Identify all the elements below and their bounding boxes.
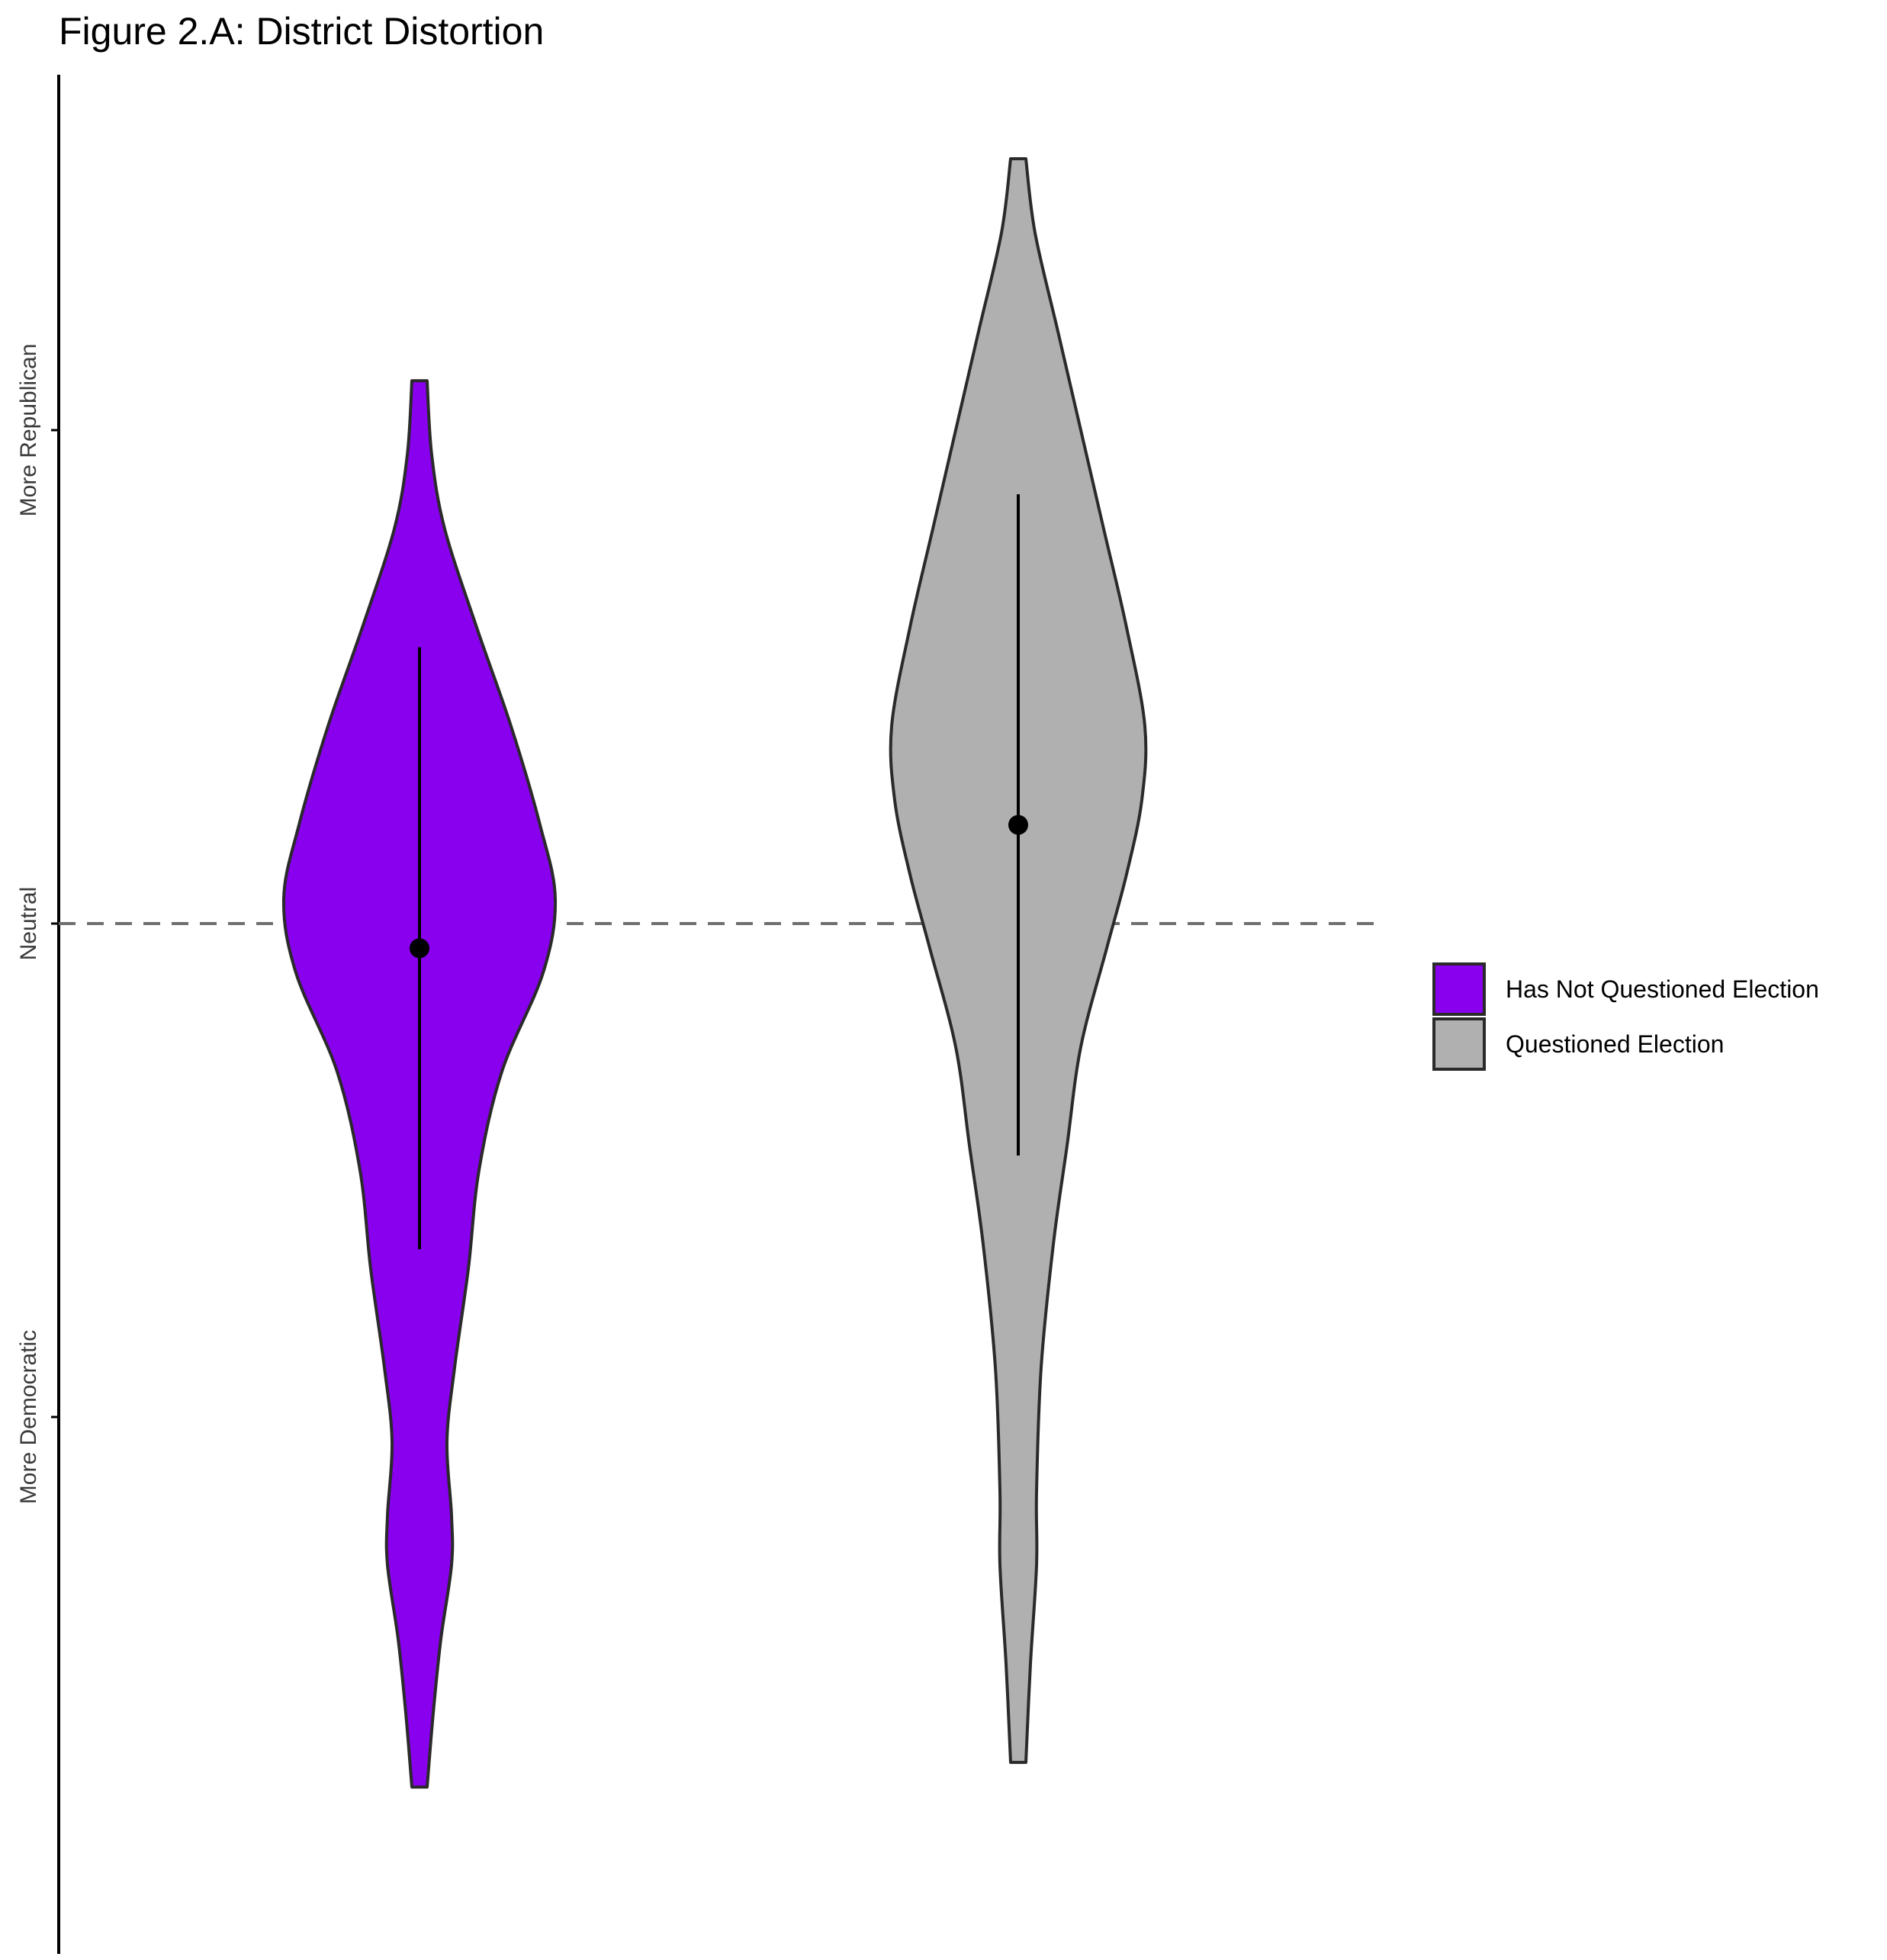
y-ticks: More Republican Neutral More Democratic xyxy=(16,344,59,1504)
y-tick-label: Neutral xyxy=(16,887,41,961)
violin-group xyxy=(281,379,558,1789)
mean-point xyxy=(410,938,429,959)
legend-item: Questioned Election xyxy=(1432,1017,1724,1071)
legend-swatch xyxy=(1432,962,1486,1016)
legend-item: Has Not Questioned Election xyxy=(1432,962,1819,1016)
y-tick-label: More Democratic xyxy=(16,1330,41,1504)
violins xyxy=(281,157,1148,1789)
legend-swatch xyxy=(1432,1017,1486,1071)
legend: Has Not Questioned Election Questioned El… xyxy=(1432,962,1819,1071)
y-tick-label: More Republican xyxy=(16,344,41,517)
mean-point xyxy=(1008,815,1028,835)
chart-title: Figure 2.A: District Distortion xyxy=(59,10,544,53)
legend-label: Has Not Questioned Election xyxy=(1506,975,1819,1003)
legend-label: Questioned Election xyxy=(1506,1030,1724,1058)
y-axis: More Republican Neutral More Democratic xyxy=(16,75,60,1954)
violin-group xyxy=(889,157,1148,1764)
